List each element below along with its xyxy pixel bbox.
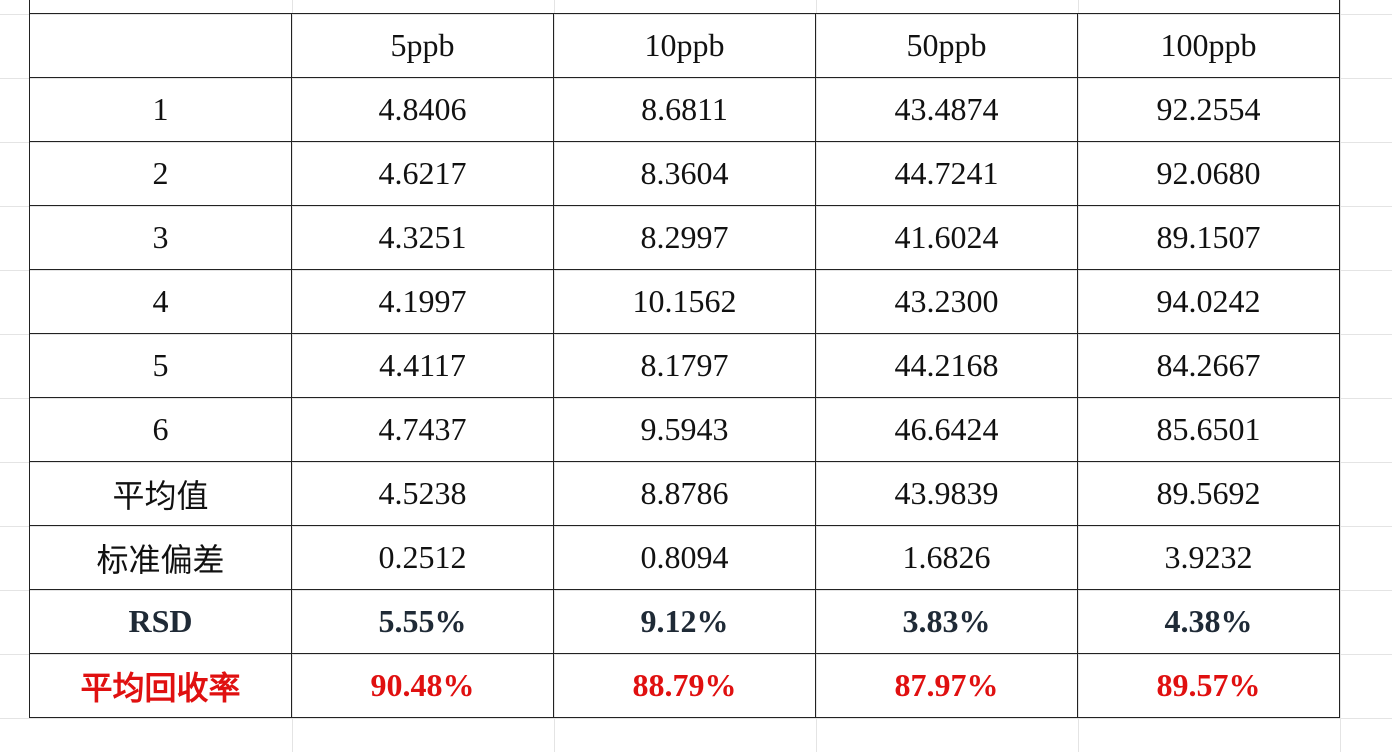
sheet-grid-line: [0, 270, 1392, 271]
sheet-grid-line: [0, 334, 1392, 335]
cell[interactable]: 94.0242: [1077, 269, 1340, 334]
cell[interactable]: 标准偏差: [29, 525, 292, 590]
sheet-grid-line: [0, 142, 1392, 143]
cell[interactable]: [29, 13, 292, 78]
cell[interactable]: 8.2997: [553, 205, 816, 270]
sheet-grid-line: [0, 718, 1392, 719]
cell[interactable]: 89.1507: [1077, 205, 1340, 270]
cell[interactable]: 43.9839: [815, 461, 1078, 526]
cell[interactable]: 43.2300: [815, 269, 1078, 334]
cell[interactable]: 5.55%: [291, 589, 554, 654]
sheet-grid-line: [292, 0, 293, 752]
cell[interactable]: 4.5238: [291, 461, 554, 526]
cell[interactable]: 9.12%: [553, 589, 816, 654]
cell[interactable]: 44.7241: [815, 141, 1078, 206]
cell[interactable]: 41.6024: [815, 205, 1078, 270]
sheet-grid-line: [0, 590, 1392, 591]
sheet-grid-line: [816, 0, 817, 752]
cell[interactable]: 4.1997: [291, 269, 554, 334]
cell[interactable]: 2: [29, 141, 292, 206]
cell[interactable]: 50ppb: [815, 13, 1078, 78]
cell[interactable]: 4.4117: [291, 333, 554, 398]
cell[interactable]: 44.2168: [815, 333, 1078, 398]
cell[interactable]: 100ppb: [1077, 13, 1340, 78]
cell[interactable]: 4.6217: [291, 141, 554, 206]
cell[interactable]: 8.6811: [553, 77, 816, 142]
cell[interactable]: 10.1562: [553, 269, 816, 334]
cell[interactable]: 46.6424: [815, 397, 1078, 462]
cell[interactable]: 87.97%: [815, 653, 1078, 718]
sheet-grid-line: [0, 654, 1392, 655]
cell[interactable]: RSD: [29, 589, 292, 654]
cell[interactable]: 5: [29, 333, 292, 398]
cell[interactable]: 3.9232: [1077, 525, 1340, 590]
cell[interactable]: 4: [29, 269, 292, 334]
sheet-grid-line: [1078, 0, 1079, 752]
sheet-grid-line: [1340, 0, 1341, 752]
cell[interactable]: 89.57%: [1077, 653, 1340, 718]
cell[interactable]: 92.2554: [1077, 77, 1340, 142]
cell[interactable]: 0.2512: [291, 525, 554, 590]
cell[interactable]: 8.1797: [553, 333, 816, 398]
cell[interactable]: 3.83%: [815, 589, 1078, 654]
cell[interactable]: 8.3604: [553, 141, 816, 206]
cell[interactable]: 10ppb: [553, 13, 816, 78]
cell[interactable]: 4.8406: [291, 77, 554, 142]
cell[interactable]: 4.38%: [1077, 589, 1340, 654]
cell[interactable]: 92.0680: [1077, 141, 1340, 206]
cell[interactable]: 平均值: [29, 461, 292, 526]
cell[interactable]: 4.3251: [291, 205, 554, 270]
cell[interactable]: 1: [29, 77, 292, 142]
cell[interactable]: 43.4874: [815, 77, 1078, 142]
cell[interactable]: 0.8094: [553, 525, 816, 590]
cell[interactable]: 平均回收率: [29, 653, 292, 718]
sheet-grid-line: [554, 0, 555, 752]
sheet-grid-line: [0, 526, 1392, 527]
cell[interactable]: 84.2667: [1077, 333, 1340, 398]
cell[interactable]: 85.6501: [1077, 397, 1340, 462]
cell: [29, 0, 1340, 14]
cell[interactable]: 3: [29, 205, 292, 270]
cell[interactable]: 8.8786: [553, 461, 816, 526]
sheet-grid-line: [0, 206, 1392, 207]
cell[interactable]: 9.5943: [553, 397, 816, 462]
cell[interactable]: 5ppb: [291, 13, 554, 78]
cell[interactable]: 1.6826: [815, 525, 1078, 590]
sheet-grid-line: [0, 78, 1392, 79]
sheet-grid-line: [0, 398, 1392, 399]
sheet-grid-line: [0, 14, 1392, 15]
sheet-grid-line: [0, 462, 1392, 463]
cell[interactable]: 88.79%: [553, 653, 816, 718]
cell[interactable]: 89.5692: [1077, 461, 1340, 526]
cell[interactable]: 90.48%: [291, 653, 554, 718]
cell[interactable]: 4.7437: [291, 397, 554, 462]
cell[interactable]: 6: [29, 397, 292, 462]
